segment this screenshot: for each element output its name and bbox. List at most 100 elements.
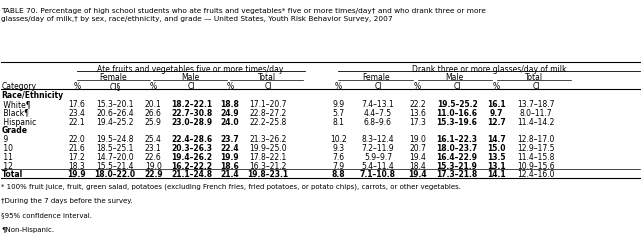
Text: %: %	[150, 82, 157, 91]
Text: 10.2: 10.2	[330, 135, 347, 144]
Text: 19.5–25.2: 19.5–25.2	[437, 100, 478, 109]
Text: 22.6: 22.6	[145, 153, 162, 162]
Text: 19.4–26.2: 19.4–26.2	[171, 153, 212, 162]
Text: 25.9: 25.9	[145, 118, 162, 127]
Text: 22.4–28.6: 22.4–28.6	[171, 135, 212, 144]
Text: 11: 11	[1, 153, 13, 162]
Text: 17.6: 17.6	[68, 100, 85, 109]
Text: 12.4–16.0: 12.4–16.0	[517, 170, 555, 179]
Text: %: %	[414, 82, 421, 91]
Text: Ate fruits and vegetables five or more times/day: Ate fruits and vegetables five or more t…	[97, 64, 284, 74]
Text: 19.0: 19.0	[409, 135, 426, 144]
Text: Female: Female	[99, 74, 127, 82]
Text: 15.5–21.4: 15.5–21.4	[96, 162, 134, 171]
Text: 22.2–25.8: 22.2–25.8	[249, 118, 287, 127]
Text: 24.9: 24.9	[221, 109, 239, 118]
Text: 20.1: 20.1	[145, 100, 162, 109]
Text: Total: Total	[525, 74, 543, 82]
Text: 5.9–9.7: 5.9–9.7	[364, 153, 392, 162]
Text: 9: 9	[1, 135, 8, 144]
Text: 19.4: 19.4	[409, 153, 426, 162]
Text: 11.0–16.6: 11.0–16.6	[437, 109, 478, 118]
Text: CI: CI	[533, 82, 540, 91]
Text: 16.4–22.9: 16.4–22.9	[437, 153, 478, 162]
Text: 14.7–20.0: 14.7–20.0	[96, 153, 134, 162]
Text: 22.9: 22.9	[144, 170, 163, 179]
Text: Total: Total	[1, 170, 22, 179]
Text: 8.8: 8.8	[331, 170, 345, 179]
Text: 18.8: 18.8	[221, 100, 239, 109]
Text: Grade: Grade	[1, 126, 28, 135]
Text: %: %	[335, 82, 342, 91]
Text: 6.8–9.6: 6.8–9.6	[364, 118, 392, 127]
Text: 7.4–13.1: 7.4–13.1	[362, 100, 394, 109]
Text: 9.7: 9.7	[490, 109, 503, 118]
Text: 21.4: 21.4	[221, 170, 239, 179]
Text: §95% confidence interval.: §95% confidence interval.	[1, 213, 92, 218]
Text: 13.1: 13.1	[487, 162, 506, 171]
Text: 17.3–21.8: 17.3–21.8	[437, 170, 478, 179]
Text: * 100% fruit juice, fruit, green salad, potatoes (excluding French fries, fried : * 100% fruit juice, fruit, green salad, …	[1, 183, 462, 190]
Text: 21.6: 21.6	[69, 144, 85, 153]
Text: 12: 12	[1, 162, 13, 171]
Text: 22.1: 22.1	[69, 118, 85, 127]
Text: 19.9: 19.9	[221, 153, 239, 162]
Text: 4.4–7.5: 4.4–7.5	[364, 109, 392, 118]
Text: 5.4–11.4: 5.4–11.4	[362, 162, 394, 171]
Text: 17.1–20.7: 17.1–20.7	[249, 100, 287, 109]
Text: 19.5–24.8: 19.5–24.8	[96, 135, 134, 144]
Text: 16.3–21.2: 16.3–21.2	[249, 162, 287, 171]
Text: 17.8–22.1: 17.8–22.1	[249, 153, 287, 162]
Text: Black¶: Black¶	[1, 109, 29, 118]
Text: 26.6: 26.6	[145, 109, 162, 118]
Text: 11.4–15.8: 11.4–15.8	[517, 153, 555, 162]
Text: Male: Male	[181, 74, 199, 82]
Text: %: %	[226, 82, 233, 91]
Text: 18.0–22.0: 18.0–22.0	[94, 170, 135, 179]
Text: 21.1–24.8: 21.1–24.8	[171, 170, 212, 179]
Text: 12.7: 12.7	[487, 118, 506, 127]
Text: 7.2–11.9: 7.2–11.9	[362, 144, 394, 153]
Text: Category: Category	[1, 82, 37, 91]
Text: Total: Total	[258, 74, 276, 82]
Text: 7.9: 7.9	[332, 162, 344, 171]
Text: CI§: CI§	[110, 82, 121, 91]
Text: Hispanic: Hispanic	[1, 118, 37, 127]
Text: White¶: White¶	[1, 100, 31, 109]
Text: 18.5–25.1: 18.5–25.1	[96, 144, 134, 153]
Text: CI: CI	[265, 82, 272, 91]
Text: 24.0: 24.0	[221, 118, 239, 127]
Text: 19.4–25.2: 19.4–25.2	[96, 118, 134, 127]
Text: CI: CI	[374, 82, 381, 91]
Text: %: %	[493, 82, 500, 91]
Text: %: %	[73, 82, 80, 91]
Text: 19.4: 19.4	[408, 170, 427, 179]
Text: 16.1: 16.1	[487, 100, 506, 109]
Text: 17.3: 17.3	[409, 118, 426, 127]
Text: 18.6: 18.6	[221, 162, 239, 171]
Text: 8.1: 8.1	[333, 118, 344, 127]
Text: 15.3–21.9: 15.3–21.9	[437, 162, 478, 171]
Text: CI: CI	[188, 82, 196, 91]
Text: 23.4: 23.4	[68, 109, 85, 118]
Text: 15.0: 15.0	[487, 144, 506, 153]
Text: 18.4: 18.4	[409, 162, 426, 171]
Text: 12.8–17.0: 12.8–17.0	[517, 135, 555, 144]
Text: 8.3–12.4: 8.3–12.4	[362, 135, 394, 144]
Text: 19.8–23.1: 19.8–23.1	[247, 170, 288, 179]
Text: 22.4: 22.4	[221, 144, 239, 153]
Text: 21.3–26.2: 21.3–26.2	[249, 135, 287, 144]
Text: Male: Male	[445, 74, 464, 82]
Text: 16.1–22.3: 16.1–22.3	[437, 135, 478, 144]
Text: 15.3–20.1: 15.3–20.1	[96, 100, 134, 109]
Text: 10: 10	[1, 144, 13, 153]
Text: 22.0: 22.0	[69, 135, 85, 144]
Text: 18.2–22.1: 18.2–22.1	[171, 100, 212, 109]
Text: 13.6: 13.6	[409, 109, 426, 118]
Text: Drank three or more glasses/day of milk: Drank three or more glasses/day of milk	[412, 64, 566, 74]
Text: †During the 7 days before the survey.: †During the 7 days before the survey.	[1, 198, 133, 204]
Text: 17.2: 17.2	[69, 153, 85, 162]
Text: ¶Non-Hispanic.: ¶Non-Hispanic.	[1, 227, 54, 233]
Text: 23.1: 23.1	[145, 144, 162, 153]
Text: 18.0–23.7: 18.0–23.7	[437, 144, 478, 153]
